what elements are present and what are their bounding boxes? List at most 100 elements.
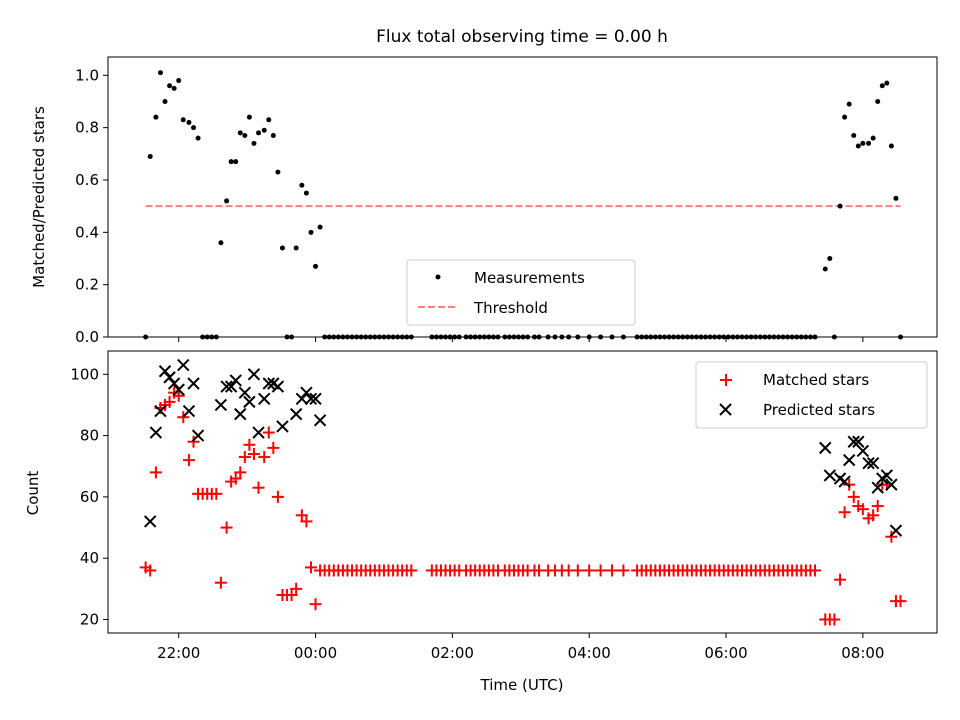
matched-star-point [838, 506, 851, 519]
measurement-point [266, 117, 272, 123]
measurement-point [308, 229, 314, 235]
bottom-legend: Matched stars Predicted stars [695, 361, 928, 429]
top-y-tick-label: 0.6 [75, 171, 99, 189]
matched-star-point [867, 509, 880, 522]
measurement-point [171, 85, 177, 91]
x-tick-label: 00:00 [294, 644, 337, 662]
measurement-point [822, 266, 828, 272]
predicted-star-point [880, 469, 894, 482]
predicted-star-point [247, 368, 261, 381]
measurement-point [842, 114, 848, 120]
x-tick-label: 06:00 [704, 644, 747, 662]
predicted-star-point [262, 377, 275, 390]
matched-star-point [229, 472, 242, 485]
x-tick-label: 08:00 [841, 644, 884, 662]
predicted-star-point [158, 365, 172, 378]
matched-star-point [295, 509, 308, 522]
bottom-legend-box [695, 361, 928, 429]
matched-star-point [243, 438, 256, 451]
measurement-point [246, 114, 252, 120]
bottom-y-tick-label: 40 [80, 549, 99, 567]
predicted-star-point [149, 426, 163, 439]
measurement-point [827, 255, 833, 261]
predicted-star-point [163, 371, 176, 384]
predicted-star-point [309, 392, 322, 406]
measurement-point [851, 133, 857, 139]
predicted-star-point [258, 392, 271, 406]
predicted-star-point [191, 429, 205, 442]
matched-star-point [262, 426, 275, 439]
measurement-point [875, 98, 881, 104]
predicted-star-point [167, 377, 181, 390]
top-axes-frame [107, 56, 938, 338]
matched-star-point [843, 478, 856, 491]
bottom-y-tick-label: 60 [80, 488, 99, 506]
matched-star-point [163, 395, 176, 408]
predicted-star-point [182, 404, 196, 418]
bottom-y-axis: 20 40 60 80 100 [70, 365, 108, 629]
predicted-star-point [842, 453, 856, 467]
top-legend-box [406, 259, 636, 326]
x-tick-label: 22:00 [157, 644, 200, 662]
legend-predicted-label: Predicted stars [763, 401, 875, 419]
bottom-axes: 20 40 60 80 100 22:00 00:00 02:00 04:00 06:00 08:… [24, 350, 938, 694]
matched-star-point [885, 530, 898, 543]
matched-star-point [271, 490, 284, 503]
measurement-point [237, 130, 243, 136]
measurement-point [303, 190, 309, 196]
predicted-star-point [143, 515, 157, 528]
matched-star-point [290, 582, 303, 595]
measurement-point [176, 78, 182, 84]
predicted-star-point [172, 383, 185, 396]
matched-star-point [285, 588, 298, 601]
measurement-point [884, 80, 890, 86]
matched-star-point [309, 598, 322, 611]
measurement-point [870, 135, 876, 141]
measurement-point [866, 140, 872, 146]
predicted-star-point [214, 398, 228, 412]
matched-star-point [144, 564, 157, 577]
predicted-star-point [856, 444, 870, 458]
predicted-star-point [313, 414, 327, 427]
measurement-point [893, 195, 899, 201]
measurement-point [299, 182, 305, 188]
bottom-plot-area [139, 358, 907, 626]
measurement-point [228, 159, 234, 165]
bottom-y-tick-label: 20 [80, 611, 99, 629]
predicted-star-point [271, 380, 285, 393]
predicted-star-point [177, 358, 190, 372]
predicted-star-point [289, 407, 303, 421]
predicted-star-point [220, 380, 233, 393]
top-axes: 0.0 0.2 0.4 0.6 0.8 1.0 Matched/Predicted sta… [30, 56, 938, 346]
matched-star-point [149, 466, 162, 479]
measurement-point [860, 140, 866, 146]
measurement-point [313, 263, 319, 269]
measurement-point [261, 127, 267, 133]
predicted-star-point [238, 386, 252, 399]
bottom-y-tick-label: 80 [80, 427, 99, 445]
matched-star-point [571, 564, 584, 577]
measurement-point [837, 203, 843, 209]
predicted-star-point [229, 374, 242, 387]
measurement-point [855, 143, 861, 149]
matched-star-point [177, 411, 190, 424]
matched-star-point [583, 564, 596, 577]
top-legend: Measurements Threshold [406, 259, 636, 326]
matched-star-point [594, 564, 607, 577]
predicted-star-point [187, 377, 200, 390]
measurement-point [242, 133, 248, 139]
top-y-tick-label: 0.4 [75, 223, 99, 241]
top-y-tick-label: 0.0 [75, 328, 99, 346]
matched-star-point [252, 481, 265, 494]
measurement-point [167, 83, 173, 89]
legend-measurements-label: Measurements [474, 269, 585, 287]
matched-star-point [210, 487, 223, 500]
matched-star-point [187, 435, 200, 448]
matched-star-point [247, 447, 260, 460]
predicted-star-point [276, 420, 289, 433]
measurement-point [186, 119, 192, 125]
predicted-star-point [243, 395, 256, 409]
matched-star-point [405, 564, 418, 577]
measurement-point [256, 130, 262, 136]
